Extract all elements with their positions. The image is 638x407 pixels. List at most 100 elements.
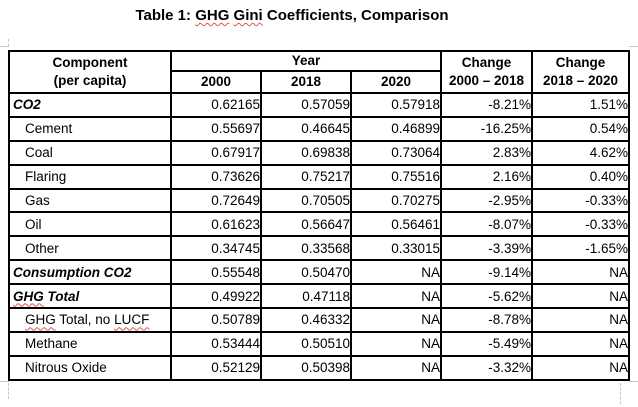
- value-cell-2018: 0.56647: [260, 211, 352, 238]
- change-cell-2000-2018: -16.25%: [440, 115, 534, 142]
- misspelled-word: GHG: [195, 7, 230, 24]
- table-row-co2: CO2 0.62165 0.57059 0.57918 -8.21% 1.51%: [8, 92, 631, 118]
- table-row-nitrous-oxide: Nitrous Oxide 0.52129 0.50398 NA -3.32% …: [8, 354, 631, 381]
- value-cell-2018: 0.33568: [260, 235, 352, 262]
- change-cell-2018-2020: 0.54%: [531, 115, 631, 142]
- row-label-cell: Coal: [8, 139, 172, 166]
- value-cell-2018: 0.75217: [260, 163, 352, 190]
- change-cell-2000-2018: 2.83%: [440, 139, 534, 166]
- title-text: Coefficients, Comparison: [262, 7, 449, 24]
- title-text: Table 1:: [135, 7, 196, 24]
- table-row-cement: Cement 0.55697 0.46645 0.46899 -16.25% 0…: [8, 115, 631, 142]
- misspelled-word: GHG: [13, 288, 44, 304]
- value-cell-2020: 0.56461: [349, 211, 443, 238]
- change-header-line2: 2000 – 2018: [448, 73, 525, 88]
- value-cell-2020: 0.73064: [349, 139, 443, 166]
- table-row-ghg-total: GHG Total 0.49922 0.47118 NA -5.62% NA: [8, 283, 631, 310]
- row-label-cell: Gas: [8, 187, 172, 214]
- table-row-coal: Coal 0.67917 0.69838 0.73064 2.83% 4.62%: [8, 139, 631, 166]
- header-row-top: Component (per capita) Year Change 2000 …: [8, 50, 631, 94]
- col-header-year-group: Year: [169, 50, 443, 72]
- change-cell-2000-2018: -2.95%: [440, 187, 534, 214]
- value-cell-2018: 0.47118: [260, 283, 352, 310]
- value-cell-2018: 0.46332: [260, 307, 352, 333]
- value-cell-2000: 0.34745: [170, 235, 262, 262]
- change-cell-2000-2018: -5.49%: [440, 330, 534, 357]
- change-cell-2018-2020: 0.40%: [531, 163, 631, 190]
- col-header-component: Component (per capita): [8, 50, 172, 94]
- value-cell-2018: 0.50398: [260, 354, 352, 381]
- boundary-mark-bottom-left-v: [8, 383, 9, 399]
- value-cell-2018: 0.50510: [260, 330, 352, 357]
- ghg-gini-table: Component (per capita) Year Change 2000 …: [8, 50, 631, 381]
- table-title: Table 1: GHG Gini Coefficients, Comparis…: [0, 7, 584, 24]
- boundary-mark-bottom-right-v: [620, 383, 621, 404]
- change-header-line1: Change: [461, 55, 512, 71]
- boundary-mark-top-left: [0, 46, 9, 47]
- col-header-component-line2: (per capita): [53, 73, 127, 88]
- row-label-cell: Flaring: [8, 163, 172, 190]
- col-header-2018: 2018: [260, 70, 352, 94]
- value-cell-2000: 0.49922: [170, 283, 262, 310]
- change-cell-2018-2020: -0.33%: [531, 211, 631, 238]
- row-label-cell: CO2: [8, 92, 172, 118]
- table-row-oil: Oil 0.61623 0.56647 0.56461 -8.07% -0.33…: [8, 211, 631, 238]
- change-cell-2000-2018: -5.62%: [440, 283, 534, 310]
- row-label-text: Total: [43, 288, 80, 304]
- value-cell-2000: 0.62165: [170, 92, 262, 118]
- change-cell-2018-2020: NA: [531, 259, 631, 286]
- change-cell-2000-2018: -3.39%: [440, 235, 534, 262]
- row-label-cell: GHG Total, no LUCF: [8, 307, 172, 333]
- value-cell-2018: 0.46645: [260, 115, 352, 142]
- change-header-line2: 2018 – 2020: [542, 73, 619, 88]
- change-cell-2018-2020: NA: [531, 354, 631, 381]
- row-label-cell: Oil: [8, 211, 172, 238]
- value-cell-2000: 0.55548: [170, 259, 262, 286]
- row-label-text: Total, no: [55, 312, 115, 328]
- value-cell-2000: 0.61623: [170, 211, 262, 238]
- row-label-cell: Other: [8, 235, 172, 262]
- value-cell-2000: 0.72649: [170, 187, 262, 214]
- change-cell-2000-2018: -8.78%: [440, 307, 534, 333]
- row-label-cell: Nitrous Oxide: [8, 354, 172, 381]
- value-cell-2018: 0.57059: [260, 92, 352, 118]
- value-cell-2020: NA: [349, 354, 443, 381]
- value-cell-2000: 0.52129: [170, 354, 262, 381]
- value-cell-2018: 0.69838: [260, 139, 352, 166]
- col-header-2020: 2020: [349, 70, 443, 94]
- col-header-component-line1: Component: [52, 55, 128, 71]
- table-row-gas: Gas 0.72649 0.70505 0.70275 -2.95% -0.33…: [8, 187, 631, 214]
- misspelled-word: LUCF: [114, 312, 150, 328]
- value-cell-2020: 0.57918: [349, 92, 443, 118]
- value-cell-2000: 0.55697: [170, 115, 262, 142]
- value-cell-2000: 0.53444: [170, 330, 262, 357]
- col-header-2000: 2000: [170, 70, 262, 94]
- value-cell-2020: NA: [349, 283, 443, 310]
- row-label-cell: Methane: [8, 330, 172, 357]
- value-cell-2000: 0.67917: [170, 139, 262, 166]
- value-cell-2020: 0.75516: [349, 163, 443, 190]
- misspelled-word: GHG: [25, 312, 56, 328]
- change-header-line1: Change: [555, 55, 606, 71]
- change-cell-2018-2020: NA: [531, 307, 631, 333]
- change-cell-2018-2020: NA: [531, 283, 631, 310]
- change-cell-2018-2020: NA: [531, 330, 631, 357]
- value-cell-2020: 0.46899: [349, 115, 443, 142]
- boundary-mark-bottom-right: [629, 381, 638, 382]
- value-cell-2020: 0.33015: [349, 235, 443, 262]
- header-row-years: 2000 2018 2020: [9, 70, 629, 94]
- boundary-mark-bottom-left: [0, 381, 9, 382]
- value-cell-2018: 0.70505: [260, 187, 352, 214]
- change-cell-2018-2020: 1.51%: [531, 92, 631, 118]
- value-cell-2000: 0.50789: [170, 307, 262, 333]
- row-label-cell: Cement: [8, 115, 172, 142]
- change-cell-2000-2018: -8.21%: [440, 92, 534, 118]
- table-row-consumption-co2: Consumption CO2 0.55548 0.50470 NA -9.14…: [8, 259, 631, 286]
- boundary-mark-top-right: [629, 46, 638, 47]
- change-cell-2018-2020: -0.33%: [531, 187, 631, 214]
- col-header-change-2000-2018: Change 2000 – 2018: [440, 50, 534, 94]
- table-row-other: Other 0.34745 0.33568 0.33015 -3.39% -1.…: [8, 235, 631, 262]
- change-cell-2000-2018: -8.07%: [440, 211, 534, 238]
- value-cell-2020: NA: [349, 330, 443, 357]
